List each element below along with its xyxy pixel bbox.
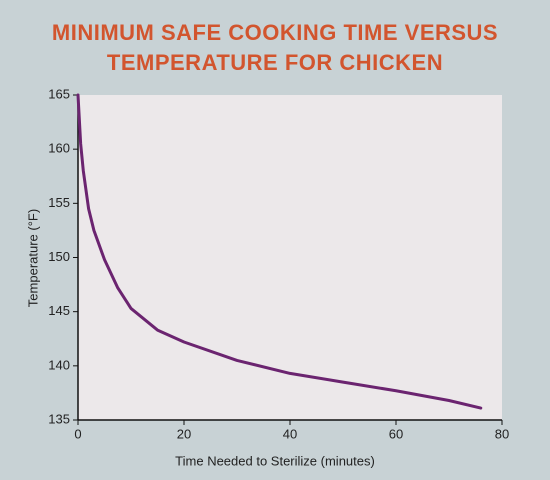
x-tick-label: 40 [283,426,297,441]
x-tick-label: 80 [495,426,509,441]
y-tick-label: 160 [48,141,70,156]
y-tick-label: 165 [48,86,70,101]
y-tick-label: 145 [48,303,70,318]
x-tick-label: 60 [389,426,403,441]
y-tick-label: 150 [48,249,70,264]
x-axis-label: Time Needed to Sterilize (minutes) [175,453,375,468]
x-tick-label: 20 [177,426,191,441]
y-tick-label: 155 [48,195,70,210]
y-axis-label: Temperature (°F) [25,209,40,307]
y-tick-label: 140 [48,357,70,372]
chart-title: MINIMUM SAFE COOKING TIME VERSUS TEMPERA… [51,20,499,75]
plot-area [78,95,502,420]
x-tick-label: 0 [74,426,81,441]
y-tick-label: 135 [48,411,70,426]
line [76,93,483,410]
